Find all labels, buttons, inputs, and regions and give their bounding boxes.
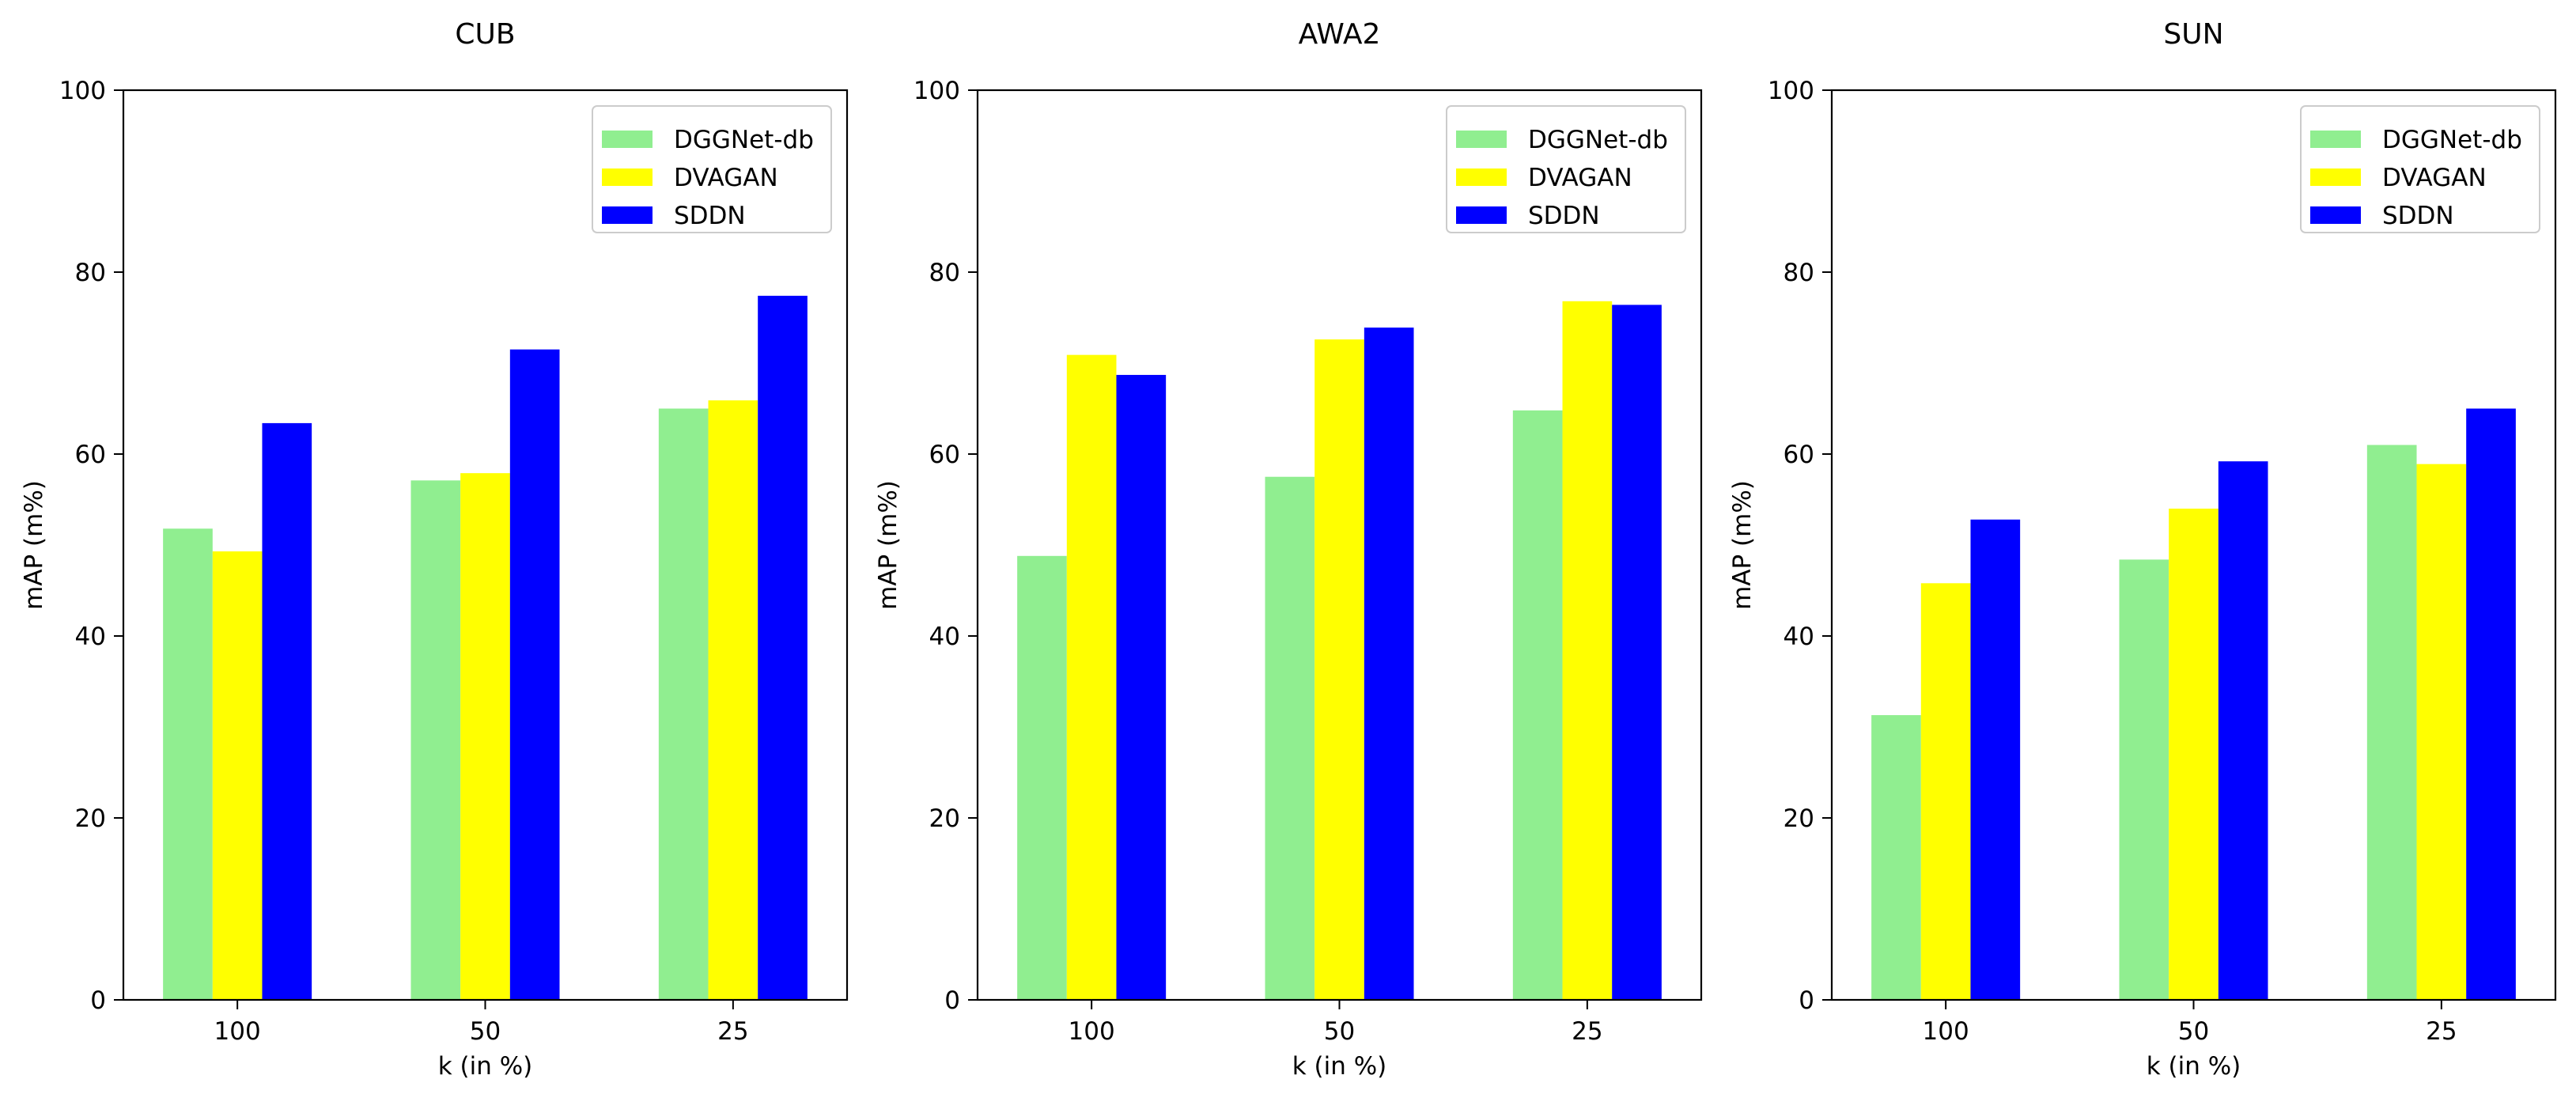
y-tick-label: 80	[75, 259, 106, 287]
x-tick-label: 25	[1572, 1017, 1602, 1046]
bar-dvagan-100	[212, 551, 263, 1000]
y-tick-label: 40	[75, 623, 106, 651]
bar-dvagan-100	[1920, 583, 1971, 1000]
legend-label: DVAGAN	[674, 164, 778, 192]
chart-title: CUB	[455, 18, 515, 51]
legend-swatch-sddn	[2310, 206, 2361, 224]
bar-dggnet-db-25	[2366, 445, 2417, 1000]
bar-sddn-100	[1970, 519, 2021, 1000]
bar-dvagan-25	[708, 400, 758, 1000]
y-tick-label: 60	[1784, 441, 1814, 469]
x-tick-label: 50	[2178, 1017, 2209, 1046]
y-axis-label: mAP (m%)	[874, 480, 902, 610]
legend-swatch-dvagan	[1456, 168, 1507, 186]
y-tick-label: 80	[1784, 259, 1814, 287]
bar-sddn-50	[509, 349, 560, 1000]
y-tick-label: 80	[929, 259, 960, 287]
bar-dggnet-db-50	[2119, 559, 2169, 1000]
legend: DGGNet-db DVAGAN SDDN	[592, 105, 832, 233]
bar-dvagan-25	[2416, 464, 2467, 1000]
legend-label: SDDN	[2382, 202, 2454, 230]
bar-sddn-100	[262, 422, 312, 1000]
legend-label: DVAGAN	[2382, 164, 2487, 192]
x-axis-label: k (in %)	[2147, 1052, 2241, 1081]
legend-label: SDDN	[1528, 202, 1600, 230]
y-tick-label: 20	[1784, 804, 1814, 833]
legend-swatch-dvagan	[602, 168, 653, 186]
y-tick-label: 60	[929, 441, 960, 469]
y-tick-label: 20	[75, 804, 106, 833]
legend-label: DGGNet-db	[2382, 126, 2522, 154]
y-axis-label: mAP (m%)	[20, 480, 48, 610]
y-tick-label: 100	[1768, 77, 1814, 105]
bar-sddn-25	[1612, 305, 1662, 1000]
bar-dggnet-db-50	[1265, 476, 1315, 1000]
legend-label: DGGNet-db	[1528, 126, 1668, 154]
x-tick-label: 100	[1069, 1017, 1115, 1046]
bar-dvagan-50	[2169, 509, 2219, 1000]
bar-sddn-25	[2466, 408, 2516, 1000]
x-tick-label: 25	[717, 1017, 748, 1046]
bar-sddn-100	[1116, 374, 1167, 1000]
x-tick-label: 100	[214, 1017, 261, 1046]
bar-sddn-50	[1364, 327, 1414, 1000]
bar-dggnet-db-50	[410, 480, 461, 1000]
x-tick-label: 100	[1923, 1017, 1969, 1046]
legend-label: DVAGAN	[1528, 164, 1632, 192]
legend-swatch-sddn	[602, 206, 653, 224]
y-tick-label: 100	[914, 77, 960, 105]
legend: DGGNet-db DVAGAN SDDN	[1446, 105, 1686, 233]
bar-dggnet-db-100	[1017, 555, 1067, 1000]
legend-swatch-sddn	[1456, 206, 1507, 224]
x-tick-label: 50	[1324, 1017, 1355, 1046]
y-tick-label: 0	[1799, 986, 1814, 1015]
x-tick-label: 50	[470, 1017, 501, 1046]
bar-sddn-25	[758, 295, 808, 1000]
legend-swatch-dggnet-db	[1456, 131, 1507, 148]
y-tick-label: 0	[944, 986, 960, 1015]
y-tick-label: 40	[1784, 623, 1814, 651]
legend-swatch-dggnet-db	[602, 131, 653, 148]
x-tick-label: 25	[2426, 1017, 2457, 1046]
bar-dggnet-db-100	[1871, 715, 1921, 1000]
bar-dggnet-db-25	[658, 408, 709, 1000]
legend-label: DGGNet-db	[674, 126, 814, 154]
chart-title: SUN	[2163, 18, 2223, 51]
legend: DGGNet-db DVAGAN SDDN	[2300, 105, 2540, 233]
y-tick-label: 20	[929, 804, 960, 833]
legend-swatch-dggnet-db	[2310, 131, 2361, 148]
bar-dggnet-db-100	[163, 528, 213, 1000]
y-tick-label: 100	[59, 77, 106, 105]
chart-panel-sun: 0 20 40 60 80 100 100 50 25 SUN k (in %) mAP (m%) DG…	[1728, 18, 2557, 1081]
legend-swatch-dvagan	[2310, 168, 2361, 186]
chart-title: AWA2	[1299, 18, 1381, 51]
bar-dvagan-50	[460, 473, 510, 1000]
bar-dvagan-50	[1314, 339, 1364, 1001]
bar-dggnet-db-25	[1512, 410, 1563, 1000]
bar-dvagan-25	[1562, 301, 1613, 1000]
bar-sddn-50	[2218, 461, 2268, 1000]
y-tick-label: 0	[90, 986, 106, 1015]
chart-panel-cub: 0 20 40 60 80 100 100 50 25 CUB k (in %) mAP (m%) DG…	[20, 18, 849, 1081]
chart-panel-awa2: 0 20 40 60 80 100 100 50 25 AWA2 k (in %) mAP (m%) D…	[874, 18, 1703, 1081]
bar-dvagan-100	[1066, 354, 1117, 1000]
y-tick-label: 60	[75, 441, 106, 469]
x-axis-label: k (in %)	[438, 1052, 533, 1081]
legend-label: SDDN	[674, 202, 746, 230]
x-axis-label: k (in %)	[1292, 1052, 1387, 1081]
y-tick-label: 40	[929, 623, 960, 651]
y-axis-label: mAP (m%)	[1728, 480, 1757, 610]
